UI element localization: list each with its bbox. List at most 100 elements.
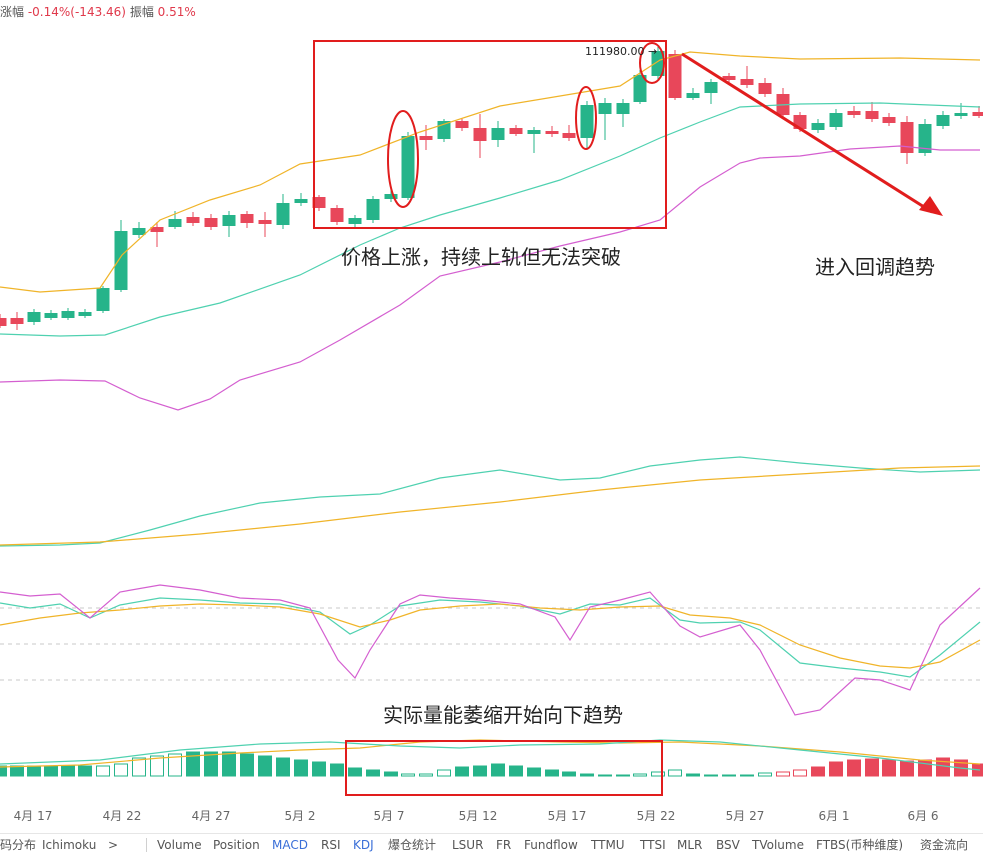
indicator-tab[interactable]: 资金流向 [920,834,968,856]
volume-bar [295,760,308,776]
indicator-tab[interactable]: KDJ [353,834,374,856]
volume-panel [0,740,983,776]
candle [474,114,487,158]
candle [830,109,843,130]
candle [528,127,541,153]
volume-bar [385,772,398,776]
candle-body [331,208,344,222]
toolbar-left-item[interactable]: > [108,834,118,856]
volume-bar [510,766,523,776]
volume-bar [687,774,700,776]
candle-body [385,194,398,199]
candle [151,222,164,247]
candle [546,126,559,137]
candle-body [510,128,523,134]
candle-body [599,103,612,114]
volume-bar [599,775,612,776]
indicator-tab[interactable]: Volume [157,834,202,856]
volume-bar [901,761,914,776]
candle-body [115,231,128,290]
macd-panel [0,457,980,546]
candle [937,111,950,129]
candle-body [295,199,308,203]
volume-bar [241,754,254,776]
toolbar-left-item[interactable]: 筹码分布 [0,834,36,856]
macd-dea-line [0,466,980,545]
candle-body [741,79,754,85]
candle [62,308,75,320]
volume-shrink-caption: 实际量能萎缩开始向下趋势 [383,703,623,727]
candle [187,212,200,226]
indicator-tab[interactable]: LSUR [452,834,483,856]
candle [349,215,362,227]
volume-bar [492,764,505,776]
x-axis-tick-label: 4月 27 [192,809,231,823]
macd-dif-line [0,457,980,546]
volume-bar [669,770,682,776]
candle-body [456,121,469,128]
candle-body [420,136,433,140]
candle-body [28,312,41,322]
toolbar-left-item[interactable]: Ichimoku [42,834,96,856]
candle [634,70,647,104]
candle-body [11,318,24,324]
kdj-k-line [0,598,980,677]
indicator-tab[interactable]: MLR [677,834,702,856]
volume-bar [741,775,754,776]
price-rally-caption: 价格上涨，持续上轨但无法突破 [341,245,621,269]
volume-bar [97,766,110,776]
candle-body [492,128,505,140]
candle-body [79,312,92,316]
indicator-tab[interactable]: FTBS(币种维度) [816,834,903,856]
candle [848,106,861,118]
x-axis-tick-label: 5月 27 [726,809,765,823]
candle [866,102,879,122]
candle-body [45,313,58,318]
candle [973,106,983,118]
indicator-tab[interactable]: Fundflow [524,834,578,856]
toolbar-separator [146,838,147,852]
candle [277,194,290,229]
volume-bar [259,756,272,776]
indicator-tab[interactable]: RSI [321,834,341,856]
indicator-tab[interactable]: FR [496,834,511,856]
volume-bar [115,764,128,776]
candle-body [812,123,825,130]
indicator-tab[interactable]: 爆仓统计 [388,834,436,856]
candle [617,99,630,127]
candle-body [937,115,950,126]
volume-bar [634,774,647,776]
candle [205,214,218,230]
indicator-tab[interactable]: TVolume [752,834,804,856]
x-axis-tick-label: 4月 22 [103,809,142,823]
boll-mid-line [0,103,980,336]
candle-body [581,105,594,138]
indicator-tab[interactable]: Position [213,834,260,856]
volume-bar [420,774,433,776]
volume-bar [456,767,469,776]
candlestick-chart[interactable]: 111980.00 →价格上涨，持续上轨但无法突破进入回调趋势实际量能萎缩开始向… [0,0,983,833]
x-axis-tick-label: 5月 22 [637,809,676,823]
candle-body [223,215,236,226]
volume-bar [794,770,807,776]
pullback-arrow-shaft [682,54,932,212]
candle [259,212,272,237]
indicator-tab[interactable]: TTSI [640,834,666,856]
x-axis-tick-label: 5月 12 [459,809,498,823]
volume-bar [777,772,790,776]
volume-bar [402,774,415,776]
volume-bar [11,766,24,776]
candle [28,309,41,325]
candle [79,309,92,318]
candle-body [617,103,630,114]
candle [919,119,932,156]
indicator-tab[interactable]: TTMU [591,834,625,856]
candle [759,78,772,97]
candle-body [830,113,843,127]
indicator-tab[interactable]: BSV [716,834,740,856]
indicator-tab[interactable]: MACD [272,834,308,856]
candle-body [402,136,415,198]
x-axis-tick-label: 5月 2 [284,809,315,823]
candle [510,125,523,136]
